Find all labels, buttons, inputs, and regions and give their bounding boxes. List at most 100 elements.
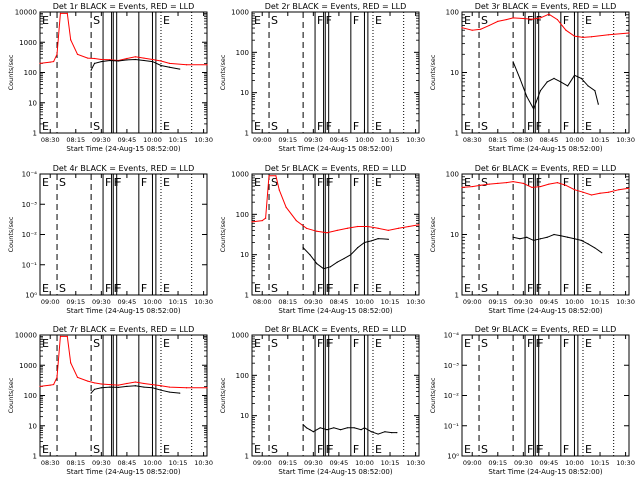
marker-label-top: F xyxy=(115,176,121,189)
lld-point xyxy=(565,184,567,186)
marker-label-top: E xyxy=(254,14,261,27)
lld-point xyxy=(582,36,584,39)
x-tick-label: 10:00 xyxy=(355,136,374,144)
marker-label-bottom: F xyxy=(105,282,111,295)
lld-series-line xyxy=(461,181,630,196)
x-tick-label: 09:15 xyxy=(278,459,297,467)
marker-label-top: E xyxy=(585,14,592,27)
lld-series-line xyxy=(39,12,207,66)
y-tick-label: 100 xyxy=(24,69,37,77)
marker-label-bottom: S xyxy=(93,120,100,133)
x-tick-label: 09:00 xyxy=(253,459,272,467)
marker-label-bottom: E xyxy=(464,443,471,456)
events-point xyxy=(560,81,562,83)
marker-label-bottom: F xyxy=(353,120,359,133)
lld-point xyxy=(295,219,297,222)
lld-point xyxy=(471,185,473,188)
events-point xyxy=(168,391,171,393)
events-point xyxy=(384,431,386,433)
x-axis-label: Start Time (24-Aug-15 08:52:00) xyxy=(66,468,180,476)
y-axis-label: Counts/sec xyxy=(219,54,227,90)
lld-point xyxy=(278,189,280,191)
events-point xyxy=(546,236,548,238)
marker-label-bottom: E xyxy=(585,282,592,295)
x-tick-label: 09:15 xyxy=(488,459,507,467)
lld-point xyxy=(39,62,41,64)
y-tick-label: 100 xyxy=(446,9,459,17)
x-tick-label: 10:30 xyxy=(616,459,635,467)
lld-point xyxy=(168,62,171,64)
events-point xyxy=(329,266,331,268)
x-tick-label: 10:15 xyxy=(591,136,610,144)
marker-label-top: F xyxy=(317,176,323,189)
lld-point xyxy=(100,58,102,61)
y-tick-label: 1 xyxy=(33,130,37,138)
events-point xyxy=(526,236,528,238)
events-point xyxy=(93,62,96,64)
x-tick-label: 10:00 xyxy=(143,298,162,306)
events-point xyxy=(601,252,603,254)
x-tick-label: 08:15 xyxy=(278,298,297,306)
lld-point xyxy=(377,227,379,229)
events-point xyxy=(333,427,335,429)
x-tick-label: 09:45 xyxy=(540,298,559,306)
x-tick-label: 09:30 xyxy=(304,136,323,144)
lld-point xyxy=(531,186,533,189)
panel-det-2: Det 2r BLACK = Events, RED = LLD Counts/s… xyxy=(219,2,425,153)
events-point xyxy=(151,60,154,63)
events-point xyxy=(377,433,379,435)
marker-label-top: F xyxy=(563,176,569,189)
events-point xyxy=(346,427,349,429)
lld-point xyxy=(268,175,270,177)
lld-point xyxy=(49,384,51,386)
marker-label-bottom: F xyxy=(317,282,323,295)
events-point xyxy=(90,69,92,71)
x-tick-label: 10:15 xyxy=(591,459,610,467)
events-point xyxy=(126,385,128,387)
y-tick-label: 1 xyxy=(33,453,37,461)
events-point xyxy=(309,429,311,431)
lld-point xyxy=(87,57,89,59)
lld-point xyxy=(168,386,171,388)
marker-label-bottom: S xyxy=(59,282,66,295)
events-point xyxy=(560,235,562,237)
panel-title: Det 1r BLACK = Events, RED = LLD xyxy=(53,2,195,11)
marker-label-bottom: F xyxy=(563,282,569,295)
lld-point xyxy=(618,189,620,191)
x-tick-label: 09:00 xyxy=(463,459,482,467)
marker-label-top: F xyxy=(353,337,359,350)
lld-point xyxy=(185,64,188,66)
events-point xyxy=(343,257,345,260)
x-tick-label: 09:45 xyxy=(330,136,349,144)
lld-point xyxy=(66,12,68,14)
y-axis-label: Counts/sec xyxy=(429,54,437,90)
lld-point xyxy=(512,180,514,183)
lld-point xyxy=(117,384,119,386)
y-tick-label: 10 xyxy=(240,412,249,420)
marker-label-bottom: F xyxy=(353,282,359,295)
events-point xyxy=(302,246,304,249)
marker-label-bottom: E xyxy=(375,282,382,295)
marker-label-top: F xyxy=(353,176,359,189)
events-point xyxy=(546,81,548,83)
lld-point xyxy=(628,32,630,34)
marker-label-bottom: F xyxy=(141,282,147,295)
x-tick-label: 10:00 xyxy=(565,136,584,144)
x-tick-label: 09:45 xyxy=(118,298,137,306)
marker-label-top: E xyxy=(163,176,170,189)
panel-title: Det 6r BLACK = Events, RED = LLD xyxy=(475,164,617,173)
events-point xyxy=(305,427,308,429)
lld-point xyxy=(109,383,111,386)
events-point xyxy=(526,95,528,98)
x-axis-label: Start Time (24-Aug-15 08:52:00) xyxy=(488,468,602,476)
events-point xyxy=(363,241,366,244)
events-point xyxy=(143,386,145,388)
panel-det-3: Det 3r BLACK = Events, RED = LLD Counts/s… xyxy=(429,2,635,153)
marker-label-bottom: F xyxy=(353,443,359,456)
events-point xyxy=(126,59,128,61)
marker-label-bottom: F xyxy=(527,120,533,133)
x-tick-label: 10:30 xyxy=(194,298,213,306)
marker-label-top: E xyxy=(254,337,261,350)
lld-point xyxy=(480,28,482,30)
